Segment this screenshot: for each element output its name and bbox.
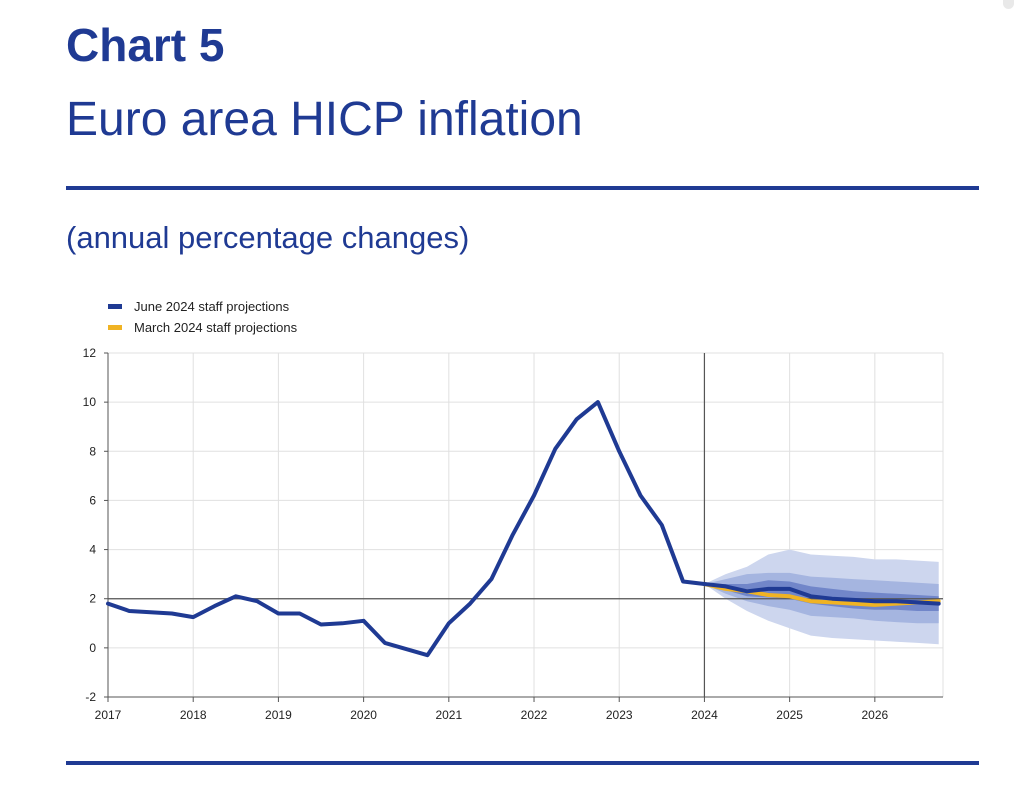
x-tick-label: 2021: [435, 708, 462, 722]
chart-legend: June 2024 staff projections March 2024 s…: [108, 296, 297, 338]
x-tick-label: 2026: [861, 708, 888, 722]
scroll-indicator: [1003, 0, 1014, 9]
x-tick-label: 2023: [606, 708, 633, 722]
y-tick-label: 12: [83, 346, 97, 360]
chart-number: Chart 5: [66, 19, 225, 71]
x-tick-label: 2020: [350, 708, 377, 722]
y-tick-label: 2: [89, 592, 96, 606]
legend-label-june: June 2024 staff projections: [134, 299, 290, 314]
x-tick-label: 2025: [776, 708, 803, 722]
top-divider: [66, 186, 979, 190]
legend-label-march: March 2024 staff projections: [134, 320, 298, 335]
y-tick-label: -2: [85, 690, 96, 704]
x-tick-label: 2017: [95, 708, 122, 722]
y-tick-label: 6: [89, 493, 96, 507]
legend-swatch-june: [108, 304, 122, 309]
bottom-divider: [66, 761, 979, 765]
x-tick-label: 2024: [691, 708, 718, 722]
series-line-june-2024: [106, 400, 941, 658]
x-tick-label: 2018: [180, 708, 207, 722]
legend-item-june: June 2024 staff projections: [108, 296, 297, 317]
page-title: Euro area HICP inflation: [66, 93, 583, 146]
x-tick-label: 2019: [265, 708, 292, 722]
x-tick-label: 2022: [521, 708, 548, 722]
legend-item-march: March 2024 staff projections: [108, 317, 297, 338]
y-tick-label: 10: [83, 395, 97, 409]
y-tick-label: 4: [89, 543, 96, 557]
y-tick-label: 0: [89, 641, 96, 655]
legend-swatch-march: [108, 325, 122, 330]
chart-subtitle: (annual percentage changes): [66, 220, 470, 255]
y-tick-label: 8: [89, 444, 96, 458]
